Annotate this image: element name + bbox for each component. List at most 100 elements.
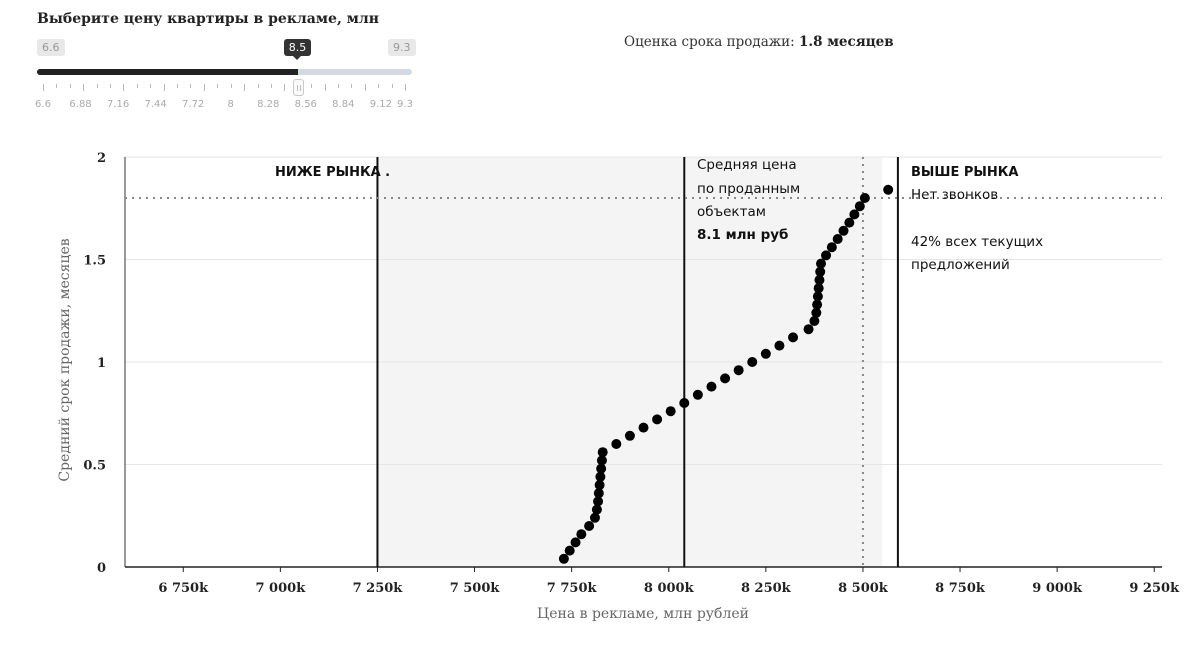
avg-price-label: Средняя цена xyxy=(697,157,797,173)
slider-tick xyxy=(177,84,178,88)
slider-tick-label: 9.12 xyxy=(369,99,392,110)
slider-tick xyxy=(271,84,272,88)
slider-tick xyxy=(123,84,124,91)
share-label: предложений xyxy=(911,257,1010,273)
data-point xyxy=(774,340,785,351)
slider-tick-label: 8.84 xyxy=(332,99,355,110)
x-tick-label: 8 000k xyxy=(644,581,695,596)
slider-tick xyxy=(392,84,393,88)
data-point xyxy=(788,332,799,343)
slider-tick xyxy=(110,84,111,88)
data-point xyxy=(812,299,823,310)
slider-tick xyxy=(56,84,57,88)
data-point xyxy=(849,209,860,220)
x-tick-label: 6 750k xyxy=(158,581,209,596)
data-point xyxy=(596,455,607,466)
data-point xyxy=(760,348,771,359)
slider-tick xyxy=(150,84,151,88)
slider-tick xyxy=(97,84,98,88)
slider-tick xyxy=(365,84,366,91)
data-point xyxy=(815,258,826,269)
data-point xyxy=(720,373,731,384)
sale-time-estimate: Оценка срока продажи: 1.8 месяцев xyxy=(624,34,894,50)
slider-value-badge: 8.5 xyxy=(283,39,312,60)
slider-tick xyxy=(284,84,285,91)
slider-tick xyxy=(217,84,218,88)
slider-tick-label: 7.44 xyxy=(144,99,167,110)
data-point xyxy=(706,381,717,392)
data-point xyxy=(595,471,606,482)
x-axis-title: Цена в рекламе, млн рублей xyxy=(537,606,749,622)
data-point xyxy=(597,447,608,458)
data-point xyxy=(814,275,825,285)
below-market-label: НИЖЕ РЫНКА . xyxy=(275,165,390,180)
data-point xyxy=(570,537,581,548)
data-point xyxy=(593,488,604,499)
y-axis-title: Средний срок продажи, месяцев xyxy=(57,238,73,481)
slider-tick-label: 7.16 xyxy=(106,99,130,110)
slider-tick-label: 6.6 xyxy=(35,99,51,110)
data-point xyxy=(564,545,575,556)
share-label: 42% всех текущих xyxy=(911,234,1043,250)
data-point xyxy=(809,316,820,326)
data-point xyxy=(803,324,814,335)
slider-handle[interactable] xyxy=(292,79,304,96)
slider-tick xyxy=(83,84,84,91)
x-tick-label: 7 750k xyxy=(547,581,598,596)
slider-tick xyxy=(70,84,71,88)
x-tick-label: 7 000k xyxy=(255,581,306,596)
y-tick-label: 0 xyxy=(97,561,106,576)
slider-tick xyxy=(325,84,326,91)
data-point xyxy=(589,512,600,523)
x-tick-label: 7 500k xyxy=(450,581,501,596)
y-tick-label: 0.5 xyxy=(83,459,106,474)
data-point xyxy=(594,480,605,490)
data-point xyxy=(854,201,865,212)
data-point xyxy=(844,217,855,228)
slider-tick xyxy=(137,84,138,88)
data-point xyxy=(812,291,823,302)
avg-price-label: объектам xyxy=(697,204,766,220)
x-tick-label: 9 250k xyxy=(1129,581,1180,596)
data-point xyxy=(593,496,604,507)
above-market-label: ВЫШЕ РЫНКА xyxy=(911,165,1018,180)
data-point xyxy=(624,430,635,441)
slider-tick xyxy=(378,84,379,88)
data-point xyxy=(665,406,676,417)
slider-tick xyxy=(204,84,205,91)
data-point xyxy=(832,234,843,244)
slider-tick-label: 8 xyxy=(227,99,234,110)
data-point xyxy=(813,283,824,294)
data-point xyxy=(591,504,602,515)
data-point xyxy=(558,553,569,564)
data-point xyxy=(815,266,826,277)
slider-tick xyxy=(311,84,312,88)
slider-tick xyxy=(231,84,232,88)
data-point xyxy=(611,439,622,449)
y-tick-label: 1 xyxy=(97,356,106,371)
slider-tick xyxy=(244,84,245,91)
data-point xyxy=(811,307,822,318)
data-point xyxy=(692,389,703,400)
data-point xyxy=(584,521,595,531)
slider-tick-label: 9.3 xyxy=(397,99,413,110)
slider-min-badge: 6.6 xyxy=(37,39,65,56)
slider-tick xyxy=(164,84,165,91)
estimate-label: Оценка срока продажи: xyxy=(624,34,795,50)
data-point xyxy=(821,250,832,261)
y-tick-label: 1.5 xyxy=(83,254,106,269)
x-tick-label: 9 000k xyxy=(1032,581,1083,596)
x-tick-label: 8 500k xyxy=(838,581,889,596)
data-point xyxy=(679,398,690,408)
data-point xyxy=(733,365,744,376)
slider-tick xyxy=(405,84,406,91)
no-calls-label: Нет звонков xyxy=(911,187,998,203)
slider-max-badge: 9.3 xyxy=(388,39,416,56)
slider-tick xyxy=(351,84,352,88)
data-point xyxy=(596,463,607,474)
slider-tick-label: 8.28 xyxy=(257,99,280,110)
slider-tick xyxy=(258,84,259,88)
data-point xyxy=(859,193,870,203)
slider-tick-label: 8.56 xyxy=(294,99,317,110)
